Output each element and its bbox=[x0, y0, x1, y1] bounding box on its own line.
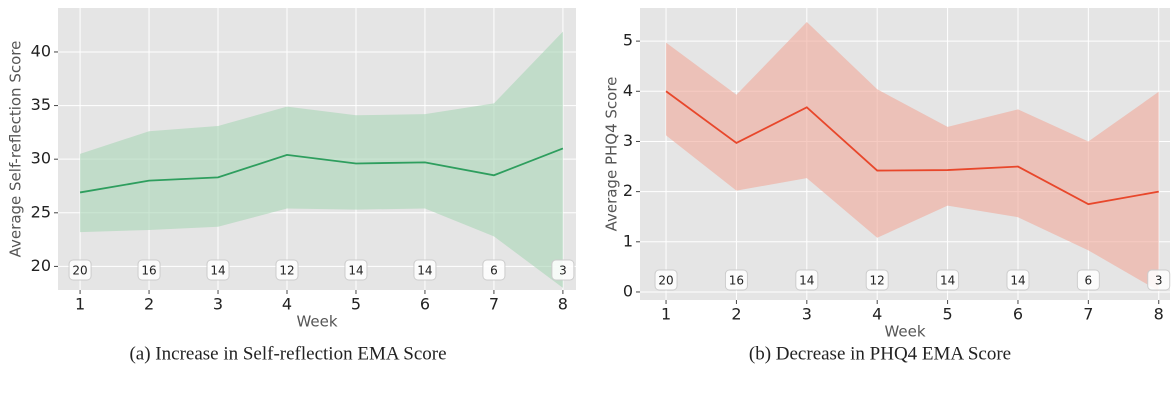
x-tick-label: 8 bbox=[1154, 305, 1164, 324]
count-box bbox=[275, 259, 299, 281]
y-tick-label: 3 bbox=[623, 131, 633, 150]
x-tick-label: 1 bbox=[661, 305, 671, 324]
x-tick-label: 2 bbox=[731, 305, 741, 324]
y-tick-label: 1 bbox=[623, 231, 633, 250]
count-label: 6 bbox=[1085, 274, 1093, 288]
count-label: 3 bbox=[559, 264, 567, 278]
count-label: 14 bbox=[1010, 274, 1025, 288]
count-label: 14 bbox=[348, 264, 363, 278]
count-label: 3 bbox=[1155, 274, 1163, 288]
count-label: 20 bbox=[72, 264, 87, 278]
count-label: 14 bbox=[210, 264, 225, 278]
x-tick-label: 6 bbox=[420, 295, 430, 314]
x-tick-label: 3 bbox=[802, 305, 812, 324]
count-box bbox=[551, 259, 575, 281]
x-axis-label: Week bbox=[296, 313, 337, 331]
count-label: 16 bbox=[729, 274, 744, 288]
x-tick-label: 2 bbox=[144, 295, 154, 314]
x-tick-label: 5 bbox=[351, 295, 361, 314]
confidence-band bbox=[666, 22, 1159, 291]
y-tick-label: 30 bbox=[31, 149, 51, 168]
count-box bbox=[795, 269, 819, 291]
count-label: 12 bbox=[279, 264, 294, 278]
x-axis-label: Week bbox=[884, 323, 925, 341]
count-box bbox=[724, 269, 748, 291]
count-label: 14 bbox=[799, 274, 814, 288]
count-box bbox=[1147, 269, 1171, 291]
y-tick-label: 5 bbox=[623, 31, 633, 50]
caption: (a) Increase in Self-reflection EMA Scor… bbox=[129, 343, 446, 364]
caption: (b) Decrease in PHQ4 EMA Score bbox=[749, 343, 1011, 364]
y-axis-label: Average PHQ4 Score bbox=[603, 77, 621, 232]
x-tick-label: 4 bbox=[872, 305, 882, 324]
x-tick-label: 7 bbox=[1083, 305, 1093, 324]
y-axis-label: Average Self-reflection Score bbox=[7, 41, 25, 258]
x-tick-label: 8 bbox=[558, 295, 568, 314]
x-tick-label: 5 bbox=[942, 305, 952, 324]
count-label: 14 bbox=[417, 264, 432, 278]
count-label: 6 bbox=[490, 264, 498, 278]
count-box bbox=[865, 269, 889, 291]
count-label: 14 bbox=[940, 274, 955, 288]
count-box bbox=[1076, 269, 1100, 291]
line bbox=[665, 90, 1159, 206]
count-box bbox=[206, 259, 230, 281]
count-label: 20 bbox=[658, 274, 673, 288]
x-tick-label: 6 bbox=[1013, 305, 1023, 324]
x-tick-label: 3 bbox=[213, 295, 223, 314]
count-box bbox=[482, 259, 506, 281]
y-tick-label: 25 bbox=[31, 202, 51, 221]
count-box bbox=[344, 259, 368, 281]
count-box bbox=[137, 259, 161, 281]
count-label: 12 bbox=[870, 274, 885, 288]
y-tick-label: 35 bbox=[31, 95, 51, 114]
x-tick-label: 1 bbox=[75, 295, 85, 314]
count-box bbox=[654, 269, 678, 291]
x-tick-label: 4 bbox=[282, 295, 292, 314]
count-box bbox=[68, 259, 92, 281]
count-box bbox=[413, 259, 437, 281]
count-box bbox=[1006, 269, 1030, 291]
count-box bbox=[936, 269, 960, 291]
x-tick-label: 7 bbox=[489, 295, 499, 314]
line bbox=[79, 147, 564, 194]
y-tick-label: 40 bbox=[31, 41, 51, 60]
y-tick-label: 4 bbox=[623, 81, 633, 100]
y-tick-label: 20 bbox=[31, 256, 51, 275]
count-label: 16 bbox=[141, 264, 156, 278]
y-tick-label: 0 bbox=[623, 281, 633, 300]
y-tick-label: 2 bbox=[623, 181, 633, 200]
